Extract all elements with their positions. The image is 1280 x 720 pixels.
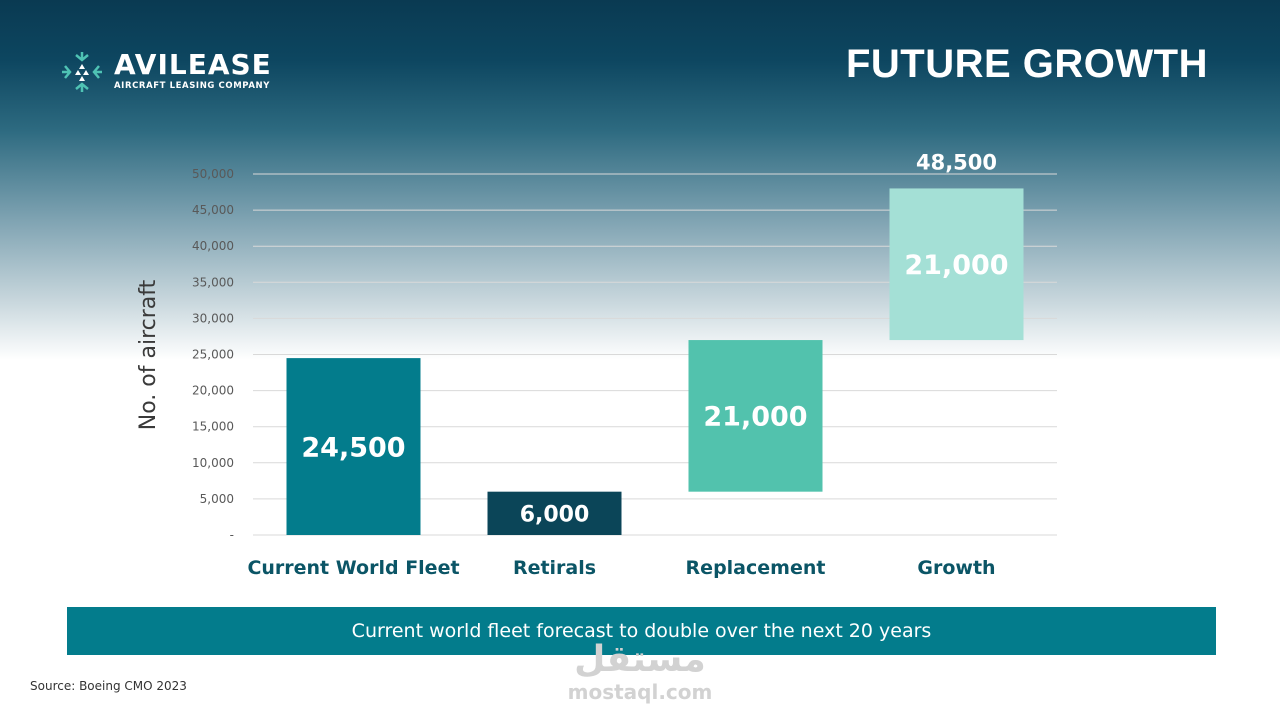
category-label: Retirals — [513, 557, 596, 579]
logo-name: AVILEASE — [114, 48, 272, 81]
y-tick-label: 50,000 — [192, 167, 234, 181]
y-tick-label: 35,000 — [192, 275, 234, 289]
logo-tagline: AIRCRAFT LEASING COMPANY — [114, 81, 270, 91]
bar-value-label: 6,000 — [520, 502, 590, 527]
y-tick-label: 20,000 — [192, 384, 234, 398]
y-tick-label: 25,000 — [192, 348, 234, 362]
y-tick-label: 45,000 — [192, 203, 234, 217]
bar-replacement — [688, 340, 823, 492]
category-label: Replacement — [686, 557, 826, 579]
bar-growth — [889, 188, 1024, 341]
logo-icon — [62, 52, 102, 92]
y-tick-label: 40,000 — [192, 239, 234, 253]
y-tick-label: - — [230, 528, 234, 542]
source-note: Source: Boeing CMO 2023 — [30, 679, 187, 693]
watermark-latin: mostaql.com — [567, 680, 713, 704]
category-label: Growth — [917, 557, 995, 579]
logo: AVILEASE AIRCRAFT LEASING COMPANY — [60, 48, 280, 96]
category-labels: Current World Fleet Retirals Replacement Gr… — [247, 557, 995, 579]
bar-current-world-fleet — [286, 358, 421, 535]
bars: 24,500 6,000 21,000 21,000 48,500 — [286, 150, 1024, 535]
y-axis-label: No. of aircraft — [136, 279, 161, 430]
bar-value-label: 21,000 — [904, 250, 1008, 281]
y-tick-labels: - 5,000 10,000 15,000 20,000 25,000 30,000 35,0… — [192, 167, 234, 542]
summary-banner: Current world fleet forecast to double o… — [67, 607, 1216, 655]
total-label: 48,500 — [916, 150, 997, 174]
waterfall-chart: - 5,000 10,000 15,000 20,000 25,000 30,000 35,0… — [136, 150, 1057, 579]
category-label: Current World Fleet — [247, 557, 459, 579]
watermark-arabic: مستقل — [574, 639, 706, 680]
y-tick-label: 5,000 — [200, 492, 234, 506]
bar-value-label: 24,500 — [301, 432, 405, 463]
bar-value-label: 21,000 — [703, 402, 807, 433]
bar-retirals — [487, 491, 622, 535]
watermark: مستقل mostaql.com — [540, 639, 740, 705]
y-tick-label: 10,000 — [192, 456, 234, 470]
page-title: FUTURE GROWTH — [845, 42, 1208, 86]
y-tick-label: 30,000 — [192, 311, 234, 325]
y-tick-label: 15,000 — [192, 420, 234, 434]
